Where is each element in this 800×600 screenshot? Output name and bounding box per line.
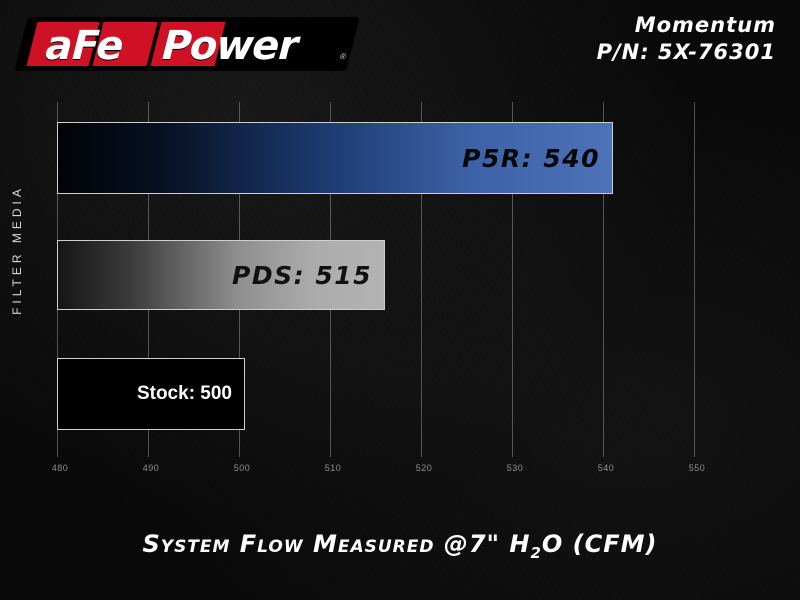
header: aFe Power ® Momentum P/N: 5X-76301 — [0, 0, 800, 88]
gridline-530 — [512, 102, 513, 457]
x-tick-500: 500 — [233, 463, 251, 473]
bar-label-stock: Stock: 500 — [136, 383, 232, 404]
logo-red-block-2 — [92, 22, 158, 66]
gridline-550 — [694, 102, 695, 457]
gridline-520 — [421, 102, 422, 457]
x-axis-title-tail: O (CFM) — [541, 530, 658, 558]
x-tick-490: 490 — [142, 463, 160, 473]
logo-red-block-1 — [26, 22, 100, 66]
bar-stock: Stock: 500 — [57, 358, 245, 430]
bar-p5r: P5R: 540 — [57, 122, 613, 194]
chart-plot-area: P5R: 540 PDS: 515 Stock: 500 480 490 500… — [0, 88, 800, 508]
x-axis-title-main: System Flow Measured @7" H — [142, 530, 531, 558]
logo-red-block-3 — [150, 22, 226, 66]
x-tick-550: 550 — [688, 463, 706, 473]
x-tick-510: 510 — [324, 463, 342, 473]
bar-label-p5r: P5R: 540 — [462, 143, 600, 173]
x-tick-480: 480 — [51, 463, 69, 473]
x-tick-530: 530 — [506, 463, 524, 473]
header-product-info: Momentum P/N: 5X-76301 — [597, 12, 776, 66]
bar-label-pds: PDS: 515 — [232, 260, 372, 290]
x-tick-540: 540 — [597, 463, 615, 473]
gridline-540 — [603, 102, 604, 457]
footer: System Flow Measured @7" H2O (CFM) — [0, 512, 800, 600]
bar-pds: PDS: 515 — [57, 240, 385, 310]
x-axis-title-subscript: 2 — [530, 543, 542, 562]
afe-power-logo: aFe Power ® — [15, 18, 359, 70]
product-part-number: P/N: 5X-76301 — [596, 40, 776, 64]
product-model: Momentum — [634, 13, 776, 37]
plot-inner: P5R: 540 PDS: 515 Stock: 500 — [57, 102, 754, 457]
registered-trademark-icon: ® — [338, 52, 348, 61]
x-tick-520: 520 — [415, 463, 433, 473]
chart-x-axis-title: System Flow Measured @7" H2O (CFM) — [0, 530, 800, 562]
